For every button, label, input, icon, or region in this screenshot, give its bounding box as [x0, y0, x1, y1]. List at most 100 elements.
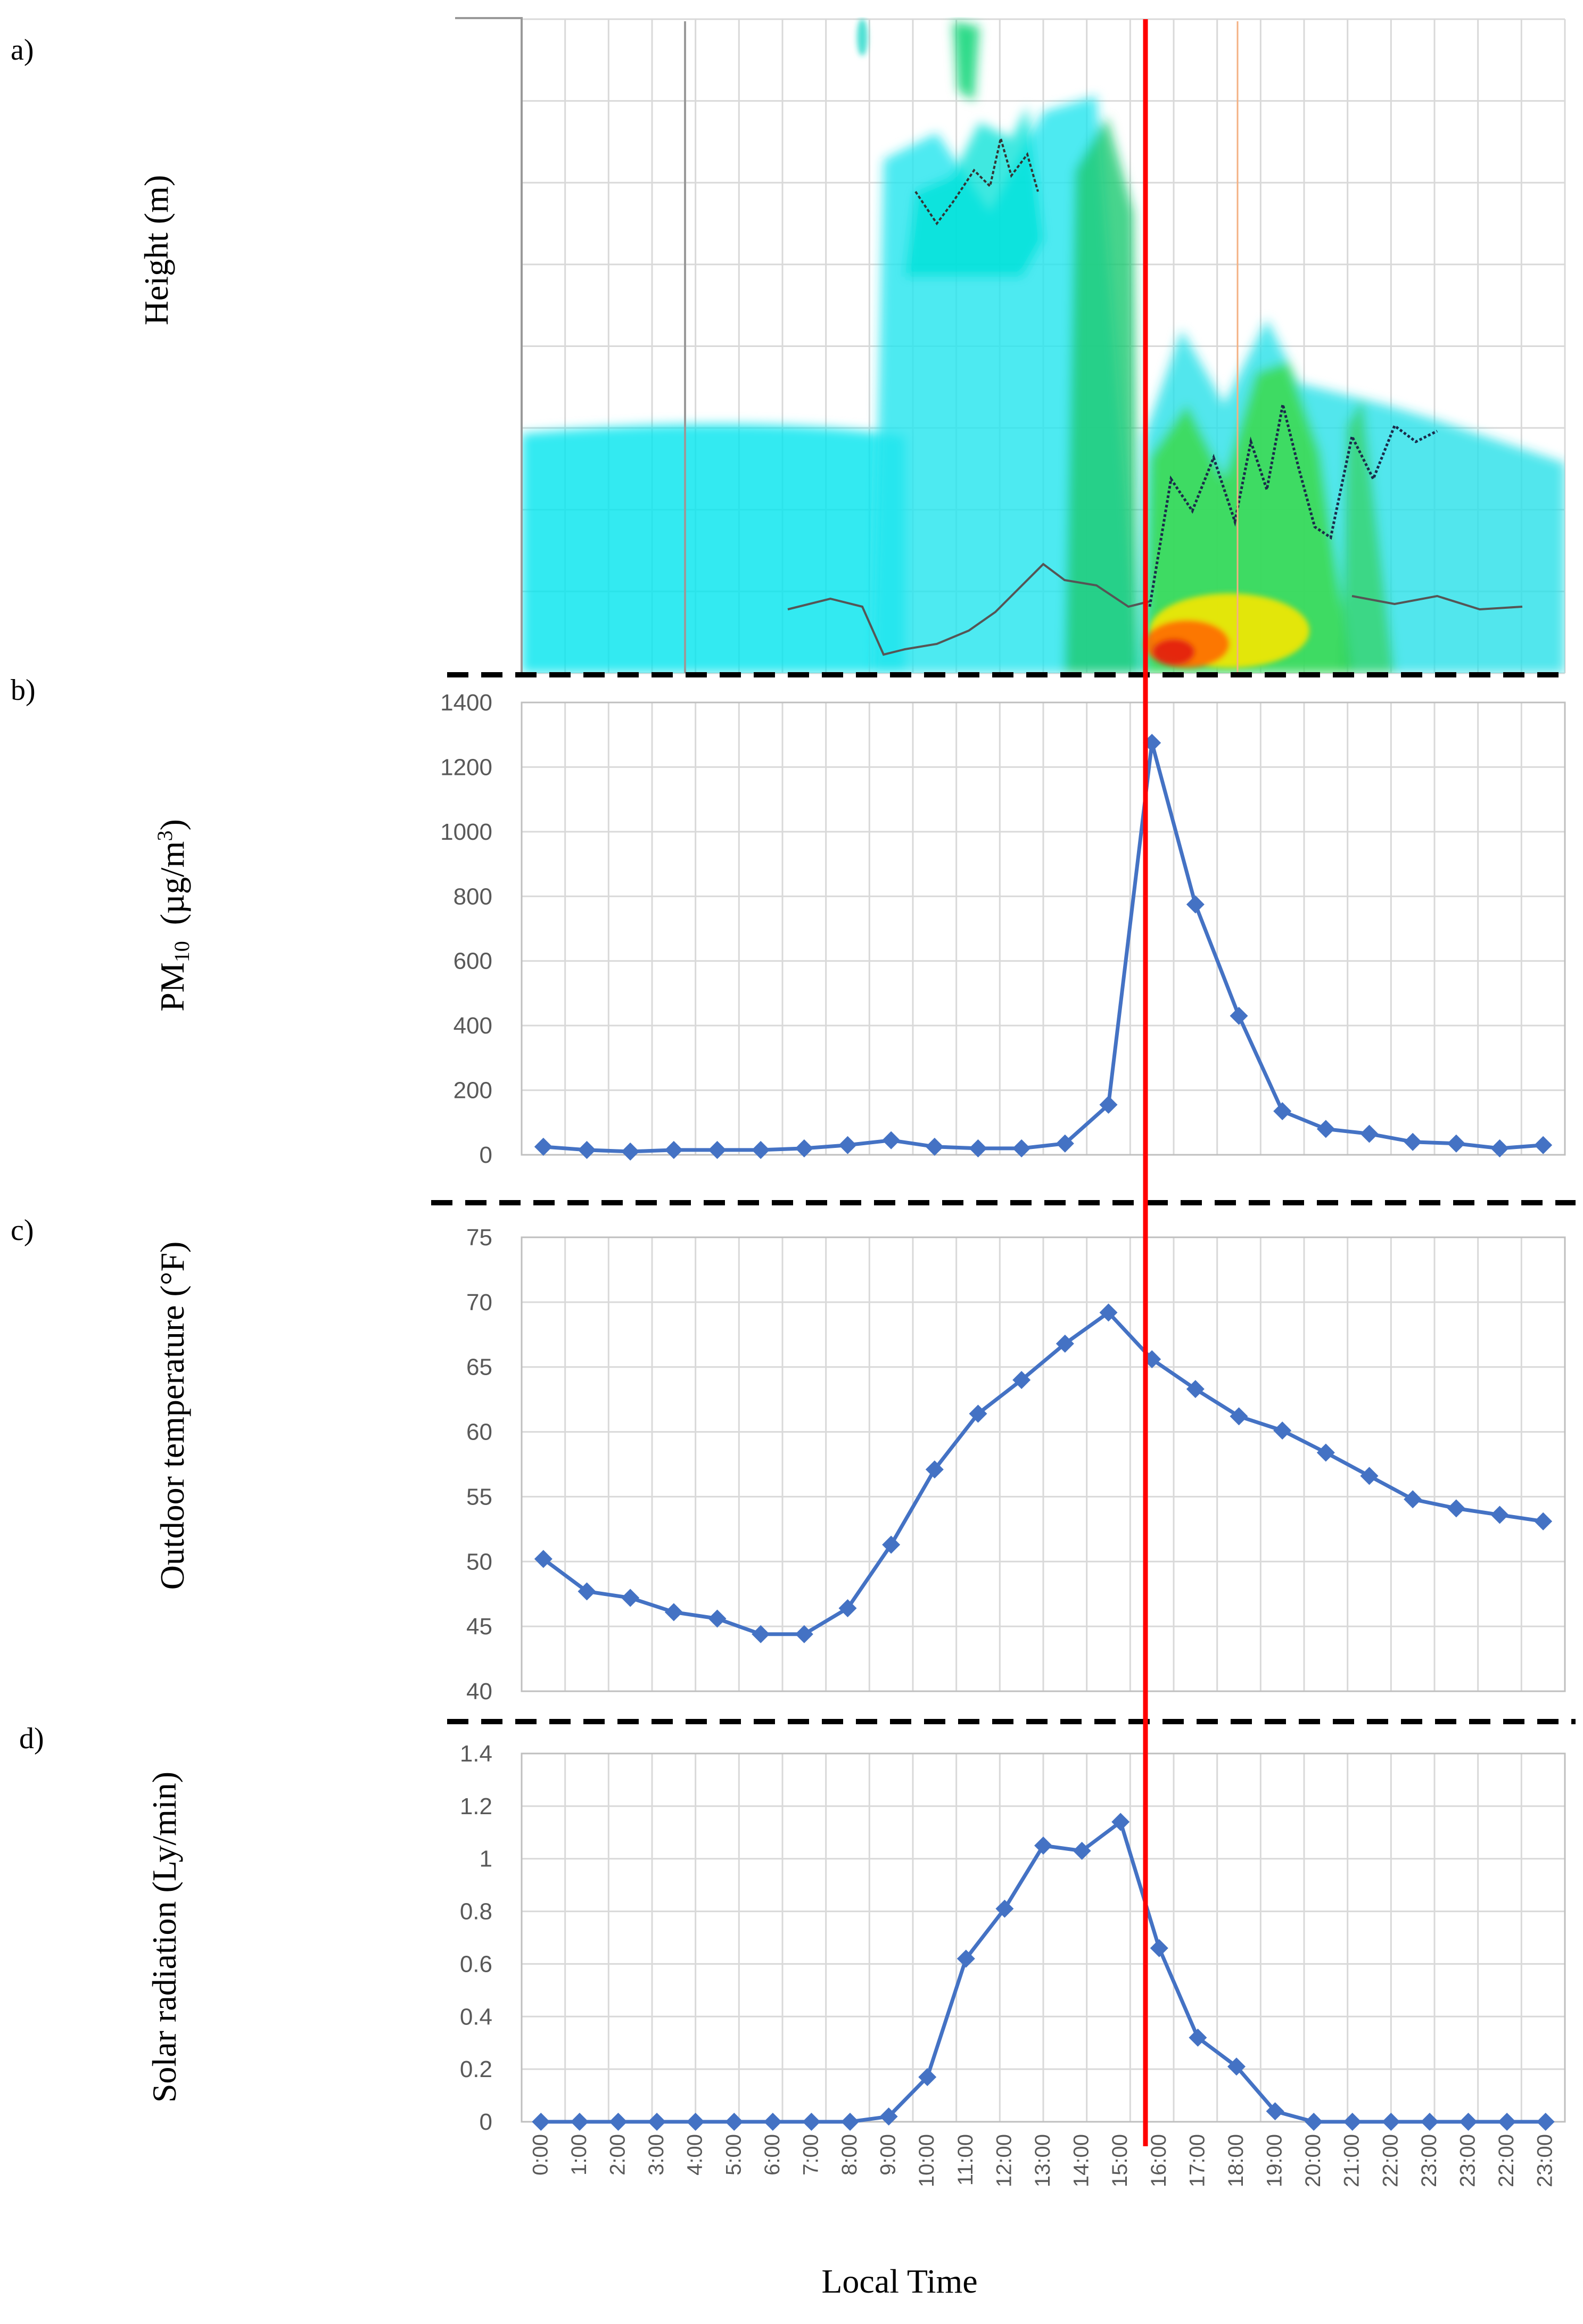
x-tick-label: 23:00	[1456, 2134, 1480, 2187]
data-point-marker	[1404, 1132, 1422, 1151]
data-point-marker	[795, 1139, 813, 1157]
y-tick-label: 0.6	[460, 1951, 492, 1977]
data-point-marker	[1273, 1421, 1292, 1440]
data-point-marker	[1034, 1837, 1052, 1855]
x-axis-label: Local Time	[821, 2262, 977, 2300]
panel-d-ylabel: Solar radiation (Ly/min)	[145, 1772, 183, 2103]
y-tick-label: 55	[466, 1484, 492, 1510]
data-point-marker	[752, 1625, 770, 1643]
x-tick-label: 22:00	[1495, 2134, 1518, 2187]
y-tick-label: 800	[454, 883, 492, 909]
y-tick-label: 0	[480, 2109, 492, 2135]
heatmap-red-core	[1152, 639, 1195, 665]
y-tick-label: 45	[466, 1614, 492, 1640]
panel-d: 0 0.2 0.4 0.6 0.8 1 1.2 1.4	[460, 1741, 1566, 2135]
data-point-marker	[664, 1140, 683, 1159]
data-point-marker	[1227, 2057, 1246, 2076]
y-tick-label: 1000	[440, 819, 492, 845]
panel-d-letter: d)	[19, 1722, 44, 1755]
y-tick-label: 400	[454, 1013, 492, 1039]
data-point-marker	[838, 1136, 857, 1154]
data-point-marker	[686, 2113, 705, 2131]
data-point-marker	[969, 1139, 987, 1157]
boundary-layer-trace	[787, 563, 1150, 656]
x-tick-label: 20:00	[1301, 2134, 1325, 2187]
x-tick-label: 15:00	[1108, 2134, 1132, 2187]
x-tick-label: 10:00	[915, 2134, 938, 2187]
data-point-marker	[578, 1140, 596, 1159]
y-tick-label: 40	[466, 1678, 492, 1705]
heatmap-green-stripe-2	[1341, 399, 1395, 673]
x-tick-label: 22:00	[1379, 2134, 1402, 2187]
y-tick-label: 70	[466, 1289, 492, 1316]
data-point-marker	[648, 2113, 666, 2131]
data-point-marker	[995, 1899, 1014, 1918]
data-point-marker	[1266, 2102, 1284, 2121]
y-tick-label: 65	[466, 1354, 492, 1380]
data-point-marker	[882, 1131, 901, 1149]
data-point-marker	[1498, 2113, 1516, 2131]
data-point-marker	[1459, 2113, 1478, 2131]
x-tick-label: 17:00	[1185, 2134, 1209, 2187]
heatmap-upper-plume	[905, 106, 1043, 277]
panel-b-ylabel-close: )	[153, 819, 191, 830]
data-point-marker	[1230, 1407, 1248, 1426]
panel-b-letter: b)	[11, 674, 36, 707]
data-point-marker	[1534, 1136, 1553, 1154]
data-point-marker	[879, 2107, 898, 2126]
x-tick-label: 9:00	[877, 2134, 900, 2176]
data-point-marker	[570, 2113, 589, 2131]
data-point-marker	[918, 2067, 937, 2086]
data-point-marker	[838, 1599, 857, 1618]
data-point-marker	[1186, 1380, 1205, 1399]
x-tick-label: 7:00	[799, 2134, 822, 2176]
panel-b-ylabel-sup: 3	[153, 831, 177, 841]
x-tick-label: 19:00	[1263, 2134, 1287, 2187]
y-tick-label: 50	[466, 1549, 492, 1575]
x-tick-label: 6:00	[761, 2134, 784, 2176]
data-point-marker	[841, 2113, 860, 2131]
plot-frame	[521, 1752, 1566, 2123]
data-point-marker	[1230, 1006, 1248, 1025]
heatmap-top-green	[953, 21, 979, 101]
x-tick-label: 5:00	[722, 2134, 745, 2176]
x-tick-label: 13:00	[1031, 2134, 1054, 2187]
data-point-marker	[578, 1582, 596, 1601]
data-point-marker	[1099, 1303, 1118, 1322]
data-point-marker	[621, 1589, 640, 1607]
x-tick-label: 21:00	[1340, 2134, 1364, 2187]
y-tick-label: 0	[480, 1142, 492, 1168]
plot-frame	[521, 701, 1566, 1156]
data-point-marker	[1360, 1124, 1379, 1143]
data-point-marker	[752, 1140, 770, 1159]
panel-c: 40 45 50 55 60 65 70 75	[466, 1225, 1566, 1705]
data-point-marker	[802, 2113, 821, 2131]
data-point-marker	[1316, 1443, 1335, 1462]
data-point-marker	[795, 1625, 813, 1643]
data-point-marker	[664, 1603, 683, 1622]
heatmap-top-speck	[857, 19, 868, 56]
x-tick-label: 16:00	[1147, 2134, 1170, 2187]
y-tick-label: 0.2	[460, 2056, 492, 2082]
cloud-top-trace	[914, 138, 1039, 226]
data-point-marker	[1273, 1102, 1292, 1121]
data-point-marker	[1056, 1334, 1074, 1353]
data-point-marker	[1404, 1490, 1422, 1509]
y-tick-label: 600	[454, 948, 492, 974]
data-point-marker	[882, 1535, 901, 1554]
y-tick-label: 1400	[440, 690, 492, 716]
data-point-marker	[1490, 1506, 1509, 1524]
y-tick-label: 0.4	[460, 2004, 492, 2030]
x-tick-label: 3:00	[645, 2134, 668, 2176]
data-point-marker	[1012, 1139, 1031, 1157]
x-tick-label: 11:00	[954, 2134, 977, 2186]
x-tick-label: 14:00	[1070, 2134, 1093, 2187]
data-point-marker	[1073, 1841, 1091, 1860]
data-point-marker	[708, 1140, 727, 1159]
data-point-marker	[1343, 2113, 1362, 2131]
y-tick-label: 200	[454, 1078, 492, 1104]
panel-c-ylabel: Outdoor temperature (°F)	[153, 1242, 191, 1590]
y-tick-label: 75	[466, 1225, 492, 1251]
x-tick-label: 23:00	[1533, 2134, 1557, 2187]
panel-a-letter: a)	[11, 34, 34, 67]
